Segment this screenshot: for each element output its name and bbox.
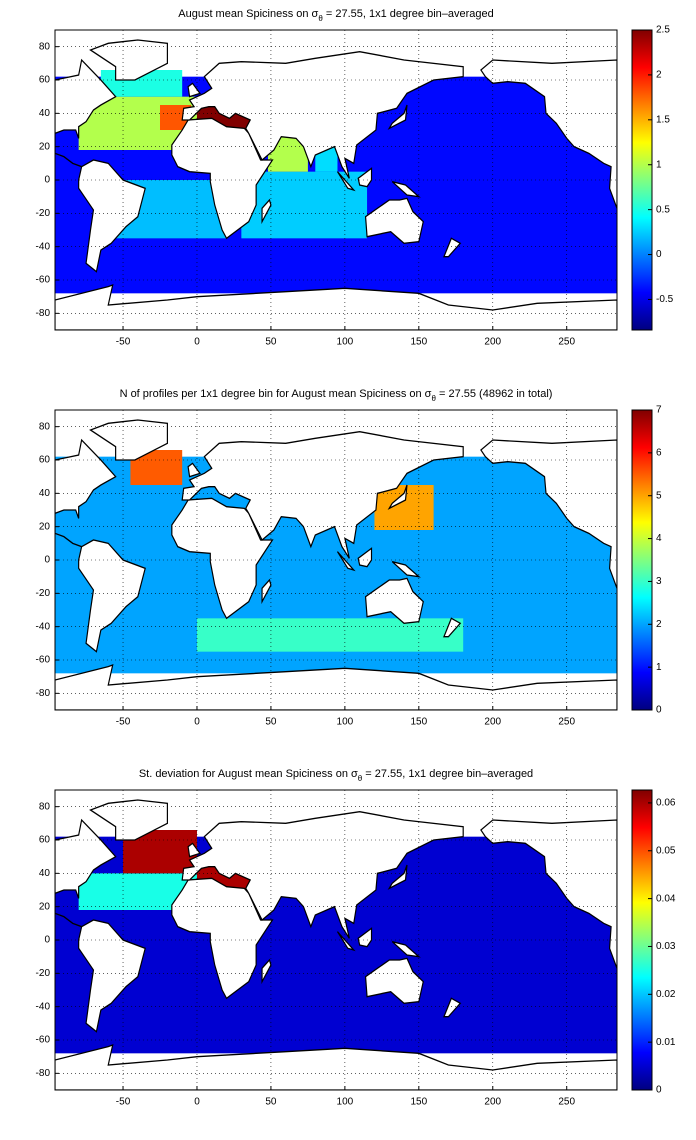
- colorbar-tick-label: 3: [656, 576, 662, 587]
- y-tick-label: -80: [36, 1068, 51, 1079]
- colorbar-tick-label: 0.06: [656, 798, 676, 809]
- y-tick-label: -60: [36, 275, 51, 286]
- colorbar-tick-label: 0.05: [656, 845, 676, 856]
- y-tick-label: 60: [39, 835, 51, 846]
- y-tick-label: 40: [39, 868, 51, 879]
- colorbar: [631, 409, 653, 711]
- data-cell: [196, 618, 464, 652]
- x-tick-label: 0: [194, 1097, 200, 1108]
- x-tick-label: 0: [194, 337, 200, 348]
- x-tick-label: 150: [410, 337, 427, 348]
- x-tick-label: 200: [484, 337, 501, 348]
- x-tick-label: 150: [410, 717, 427, 728]
- title-text: August mean Spiciness on σ: [178, 8, 318, 20]
- y-tick-label: -80: [36, 308, 51, 319]
- colorbar-tick-label: 6: [656, 447, 662, 458]
- x-tick-label: 50: [265, 1097, 277, 1108]
- colorbar-tick-label: 0: [656, 705, 662, 716]
- colorbar-tick-label: 0.5: [656, 204, 670, 215]
- plot-frame: [54, 29, 618, 331]
- y-tick-label: -80: [36, 688, 51, 699]
- chart-title: N of profiles per 1x1 degree bin for Aug…: [120, 388, 553, 403]
- colorbar-tick-label: 1: [656, 159, 662, 170]
- y-tick-label: -40: [36, 241, 51, 252]
- x-tick-label: 200: [484, 1097, 501, 1108]
- y-tick-label: -20: [36, 968, 51, 979]
- x-tick-label: 250: [558, 337, 575, 348]
- y-tick-label: -40: [36, 1001, 51, 1012]
- title-text: N of profiles per 1x1 degree bin for Aug…: [120, 388, 432, 400]
- x-tick-label: 100: [337, 1097, 354, 1108]
- y-tick-label: 80: [39, 41, 51, 52]
- colorbar-tick-label: 0.04: [656, 893, 676, 904]
- x-tick-label: -50: [116, 717, 131, 728]
- x-tick-label: 250: [558, 717, 575, 728]
- colorbar-tick-label: 0: [656, 1085, 662, 1096]
- plot-frame: [54, 789, 618, 1091]
- data-cell: [241, 171, 368, 239]
- y-tick-label: 80: [39, 801, 51, 812]
- colorbar-tick-label: 2: [656, 619, 662, 630]
- y-tick-label: -20: [36, 208, 51, 219]
- map-panel: St. deviation for August mean Spiciness …: [36, 768, 676, 1108]
- colorbar-tick-label: -0.5: [656, 294, 674, 305]
- colorbar-tick-label: 0.03: [656, 941, 676, 952]
- title-text-rest: = 27.55, 1x1 degree bin–averaged: [323, 8, 494, 20]
- x-tick-label: 50: [265, 717, 277, 728]
- x-tick-label: 150: [410, 1097, 427, 1108]
- y-tick-label: 60: [39, 455, 51, 466]
- x-tick-label: 50: [265, 337, 277, 348]
- map-panel: August mean Spiciness on σθ = 27.55, 1x1…: [36, 8, 674, 348]
- colorbar-tick-label: 2.5: [656, 25, 670, 36]
- colorbar-tick-label: 0.01: [656, 1037, 676, 1048]
- colorbar: [631, 29, 653, 331]
- y-tick-label: -20: [36, 588, 51, 599]
- x-tick-label: 100: [337, 717, 354, 728]
- title-text-rest: = 27.55, 1x1 degree bin–averaged: [362, 768, 533, 780]
- y-tick-label: 80: [39, 421, 51, 432]
- colorbar-tick-label: 1: [656, 662, 662, 673]
- colorbar-tick-label: 7: [656, 405, 662, 416]
- title-subscript: θ: [358, 774, 363, 783]
- y-tick-label: -60: [36, 655, 51, 666]
- y-tick-label: -40: [36, 621, 51, 632]
- colorbar-tick-label: 0: [656, 249, 662, 260]
- y-tick-label: 0: [44, 555, 50, 566]
- colorbar-tick-label: 0.02: [656, 989, 676, 1000]
- y-tick-label: 40: [39, 108, 51, 119]
- y-tick-label: 20: [39, 521, 51, 532]
- chart-title: St. deviation for August mean Spiciness …: [139, 768, 533, 783]
- title-text-rest: = 27.55 (48962 in total): [436, 388, 553, 400]
- x-tick-label: -50: [116, 1097, 131, 1108]
- colorbar-tick-label: 1.5: [656, 114, 670, 125]
- title-subscript: θ: [318, 14, 323, 23]
- map-panel: N of profiles per 1x1 degree bin for Aug…: [36, 388, 662, 728]
- colorbar-tick-label: 4: [656, 533, 662, 544]
- colorbar-tick-label: 2: [656, 70, 662, 81]
- plot-frame: [54, 409, 618, 711]
- y-tick-label: 0: [44, 175, 50, 186]
- colorbar: [631, 789, 653, 1091]
- y-tick-label: 20: [39, 141, 51, 152]
- x-tick-label: 100: [337, 337, 354, 348]
- x-tick-label: 0: [194, 717, 200, 728]
- y-tick-label: 60: [39, 75, 51, 86]
- y-tick-label: 0: [44, 935, 50, 946]
- y-tick-label: 20: [39, 901, 51, 912]
- x-tick-label: 250: [558, 1097, 575, 1108]
- colorbar-tick-label: 5: [656, 490, 662, 501]
- y-tick-label: 40: [39, 488, 51, 499]
- title-subscript: θ: [431, 394, 436, 403]
- title-text: St. deviation for August mean Spiciness …: [139, 768, 358, 780]
- y-tick-label: -60: [36, 1035, 51, 1046]
- chart-title: August mean Spiciness on σθ = 27.55, 1x1…: [178, 8, 494, 23]
- x-tick-label: -50: [116, 337, 131, 348]
- x-tick-label: 200: [484, 717, 501, 728]
